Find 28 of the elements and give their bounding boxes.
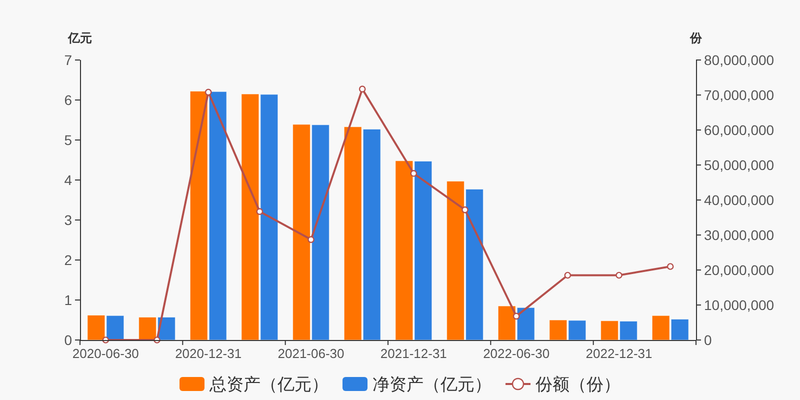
y2-tick-label: 70,000,000 [704,87,774,103]
x-tick-label: 2022-06-30 [483,346,550,361]
y2-tick-label: 0 [704,332,712,348]
y-tick-label: 7 [64,52,72,68]
x-tick-label: 2020-12-31 [175,346,242,361]
legend-label: 总资产（亿元） [210,375,328,394]
x-tick-label: 2021-12-31 [380,346,447,361]
x-tick-label: 2020-06-30 [72,346,139,361]
y2-tick-label: 30,000,000 [704,227,774,243]
legend-label: 净资产（亿元） [372,375,492,394]
y2-tick-label: 80,000,000 [704,52,774,68]
y2label: 份 [690,31,702,45]
y-tick-label: 4 [64,172,72,188]
y-tick-label: 6 [64,92,72,108]
ylabel: 亿元 [68,31,92,45]
y-tick-label: 5 [64,132,72,148]
y-tick-label: 0 [64,332,72,348]
y-tick-label: 2 [64,252,72,268]
y2-tick-label: 20,000,000 [704,262,774,278]
y2-tick-label: 10,000,000 [704,297,774,313]
y2-tick-label: 60,000,000 [704,122,774,138]
y2-tick-label: 40,000,000 [704,192,774,208]
legend-label: 份额（份） [536,375,620,394]
y-tick-label: 3 [64,212,72,228]
x-tick-label: 2022-12-31 [586,346,652,361]
x-tick-label: 2021-06-30 [278,346,344,361]
y-tick-label: 1 [64,292,72,308]
y2-tick-label: 50,000,000 [704,157,774,173]
